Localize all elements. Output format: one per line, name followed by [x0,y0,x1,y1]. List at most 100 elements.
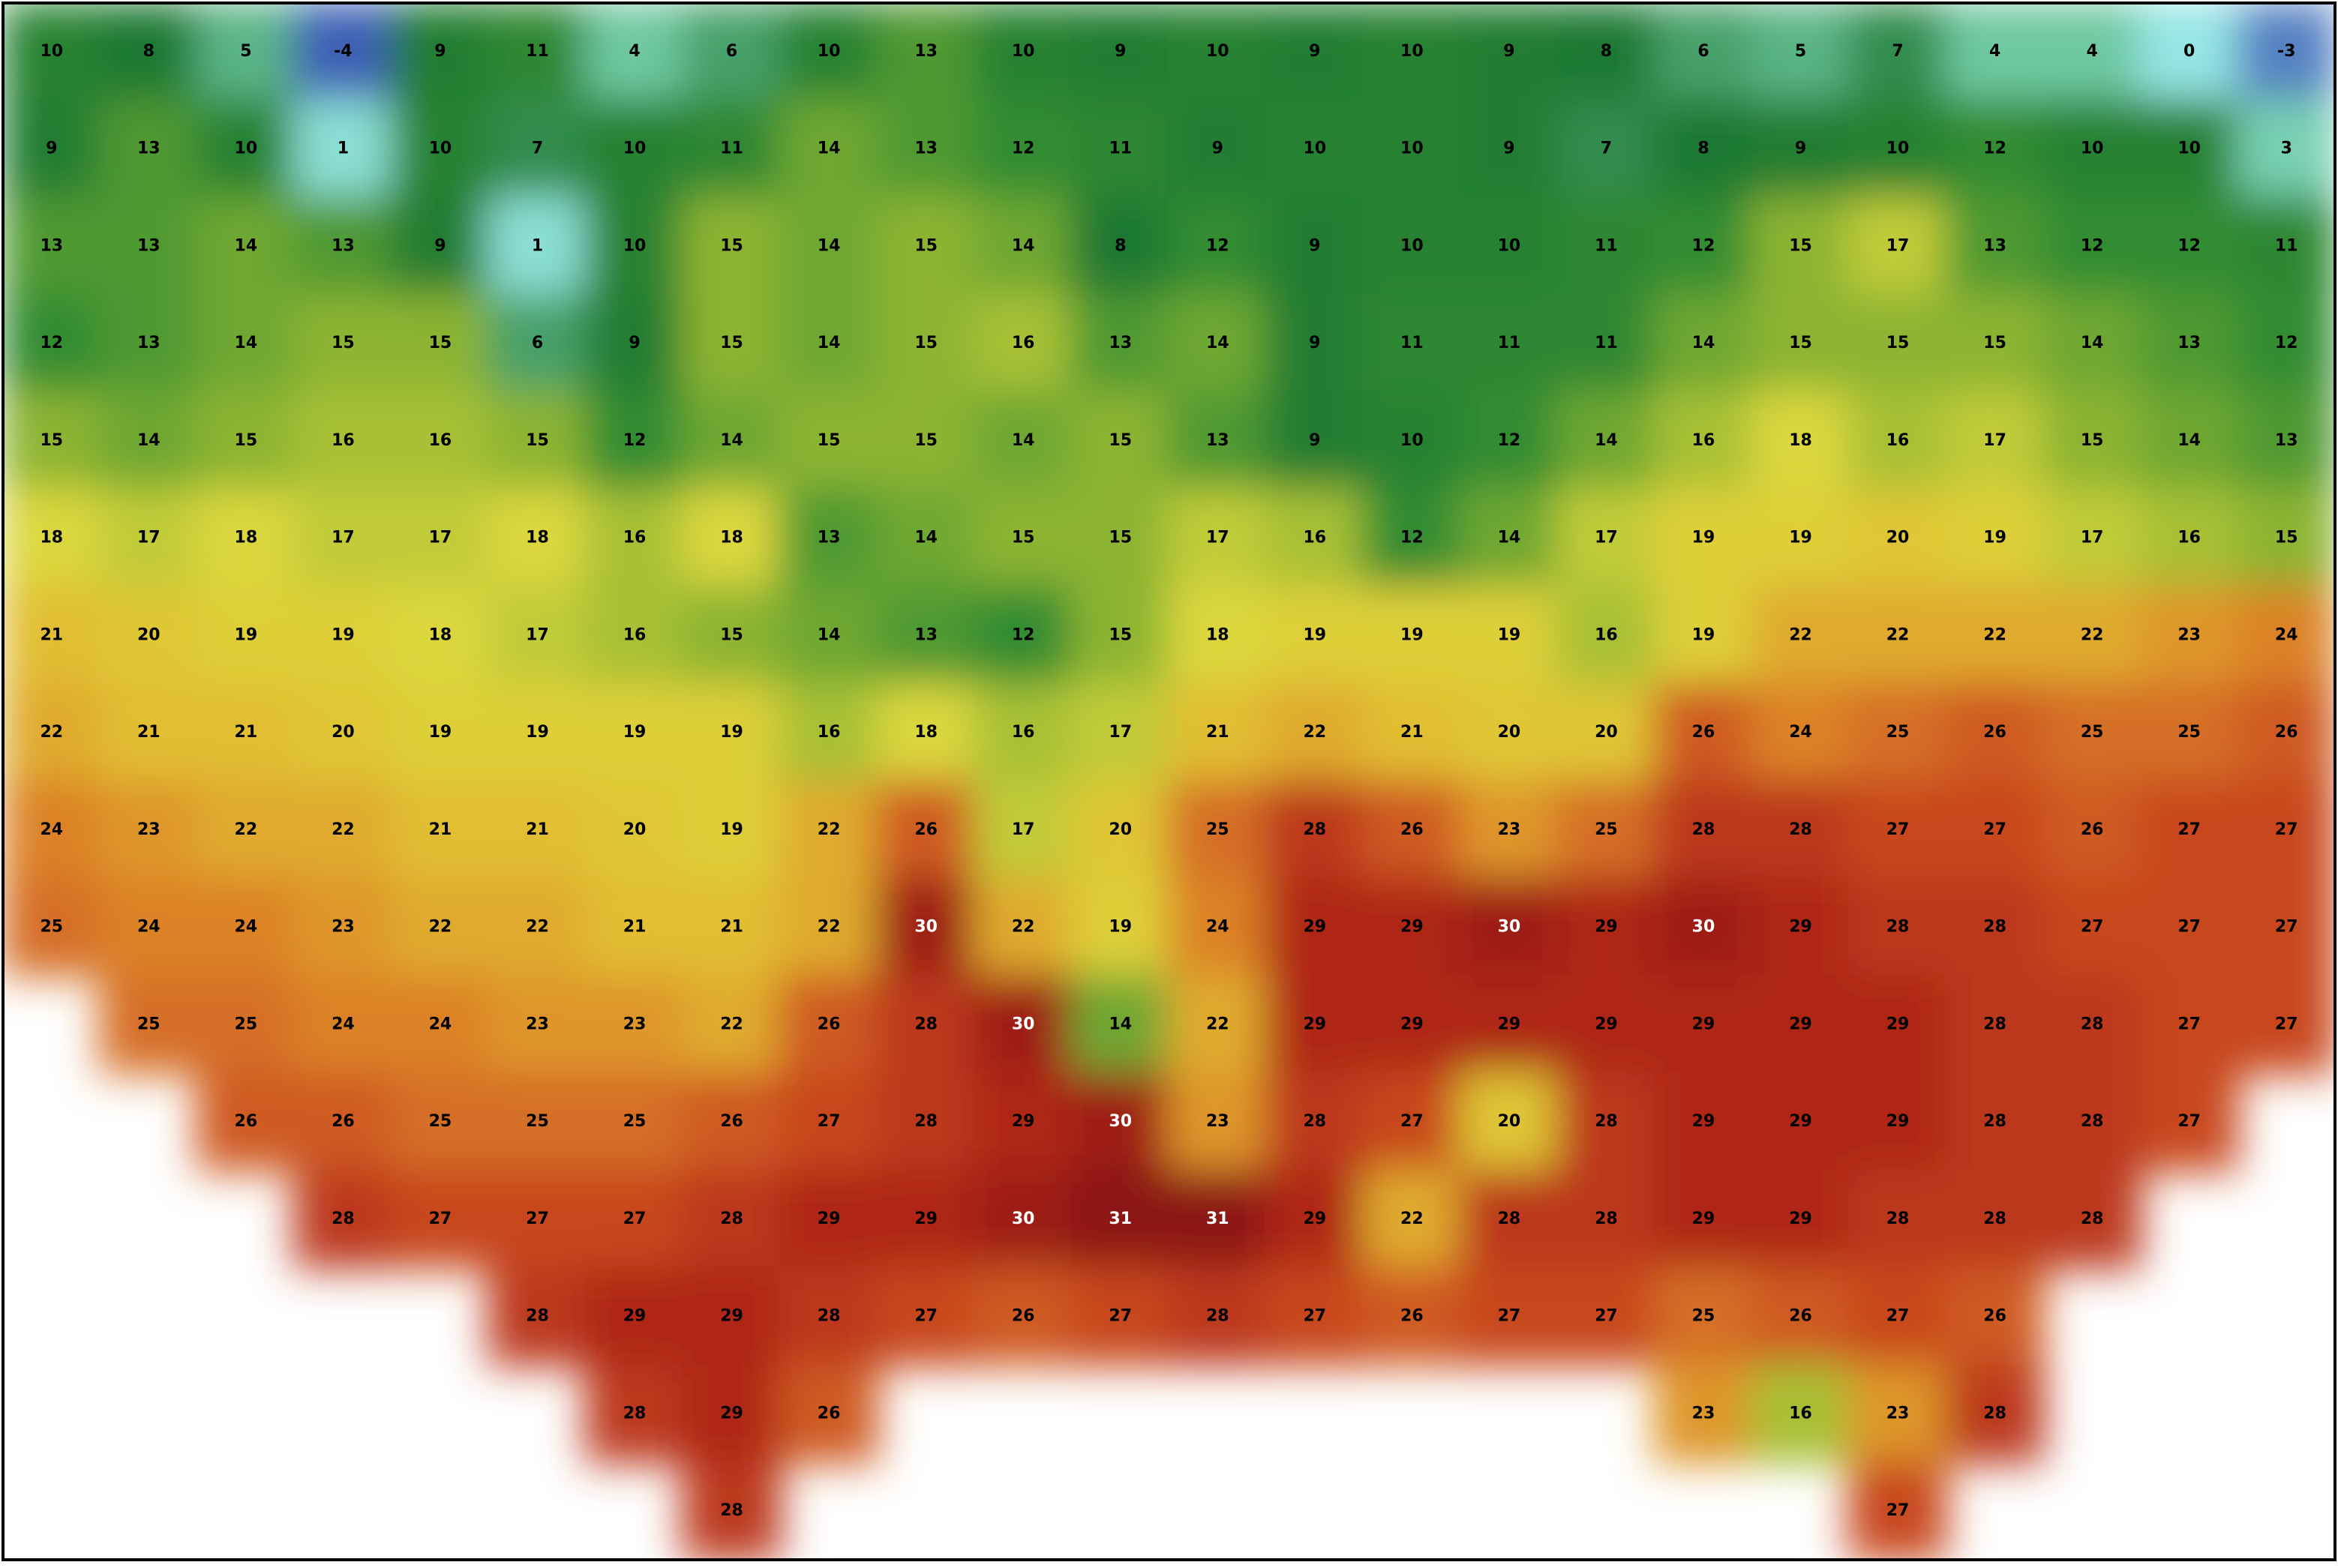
temperature-label: 19 [1692,625,1715,644]
temperature-cell [1459,293,1559,394]
temperature-cell [681,1072,782,1172]
temperature-label: 19 [332,625,355,644]
temperature-label: 28 [914,1112,938,1131]
temperature-label: 6 [532,334,543,352]
temperature-cell [1070,682,1171,783]
temperature-cell [779,1169,879,1270]
temperature-label: 17 [1595,529,1618,547]
temperature-label: 28 [1983,918,2006,937]
temperature-label: 29 [818,1210,841,1228]
temperature-label: 19 [526,723,549,742]
temperature-label: 29 [1789,918,1812,937]
temperature-cell [1556,293,1657,394]
temperature-label: 1 [338,139,349,158]
temperature-cell [779,1363,879,1465]
temperature-cell [681,3,782,102]
temperature-cell [973,98,1073,199]
temperature-label: 19 [429,723,452,742]
temperature-label: 4 [1989,42,2000,61]
temperature-label: 21 [1400,723,1424,742]
temperature-label: 3 [2281,139,2292,158]
temperature-label: 19 [1983,529,2006,547]
temperature-cell [1265,780,1365,880]
temperature-cell [293,98,394,199]
temperature-label: 22 [40,723,63,742]
temperature-cell [487,196,588,297]
temperature-label: 28 [2081,1015,2104,1033]
temperature-label: 23 [1206,1112,1229,1131]
temperature-label: 29 [1789,1112,1812,1131]
temperature-label: 17 [1886,236,1910,255]
temperature-label: 8 [1697,139,1709,158]
temperature-label: 11 [1595,334,1618,352]
temperature-label: 23 [2177,625,2201,644]
temperature-cell [2138,780,2240,880]
temperature-label: 14 [720,431,743,450]
temperature-cell [1265,682,1365,783]
temperature-label: 23 [526,1015,549,1033]
temperature-cell [1750,98,1851,199]
temperature-cell [2042,1169,2142,1270]
temperature-label: 12 [1983,139,2006,158]
temperature-label: 9 [434,236,446,255]
temperature-cell [390,391,491,491]
temperature-cell [196,1072,296,1172]
temperature-label: 19 [1498,625,1521,644]
temperature-cell [1265,293,1365,394]
temperature-label: 29 [1498,1015,1521,1033]
temperature-label: 10 [623,236,647,255]
temperature-label: 29 [1886,1112,1910,1131]
temperature-label: 26 [720,1112,743,1131]
temperature-cell [2138,98,2240,199]
temperature-label: 15 [1983,334,2006,352]
temperature-label: 28 [2081,1112,2104,1131]
temperature-cell [487,682,588,783]
temperature-cell [3,98,102,199]
temperature-label: 12 [623,431,647,450]
temperature-label: 24 [429,1015,452,1033]
temperature-cell [2042,196,2142,297]
temperature-label: 12 [1012,139,1035,158]
temperature-cell [293,974,394,1075]
temperature-label: 18 [40,529,63,547]
temperature-cell [1750,391,1851,491]
temperature-label: 28 [1789,820,1812,839]
temperature-label: 16 [429,431,452,450]
temperature-label: 26 [235,1112,258,1131]
temperature-label: 15 [1012,529,1035,547]
temperature-label: 23 [623,1015,647,1033]
temperature-label: 9 [1309,431,1320,450]
temperature-cell [196,3,296,102]
temperature-cell [875,780,977,880]
temperature-label: 4 [2086,42,2097,61]
temperature-label: 12 [40,334,63,352]
temperature-label: 26 [818,1015,841,1033]
temperature-label: 16 [818,723,841,742]
temperature-label: 26 [1400,1307,1424,1326]
temperature-cell [779,391,879,491]
temperature-label: 28 [1886,1210,1910,1228]
temperature-cell [293,1169,394,1270]
temperature-cell [1556,196,1657,297]
temperature-label: 15 [1886,334,1910,352]
temperature-label: 28 [1206,1307,1229,1326]
temperature-cell [196,293,296,394]
temperature-cell [1653,391,1754,491]
temperature-cell [293,487,394,589]
temperature-cell [584,585,685,686]
temperature-label: 17 [2081,529,2104,547]
temperature-label: 7 [1601,139,1612,158]
temperature-cell [2236,293,2335,394]
temperature-cell [3,391,102,491]
temperature-cell [1944,1169,2045,1270]
temperature-cell [1653,1363,1754,1465]
temperature-cell [584,1363,685,1465]
temperature-cell [1847,3,1948,102]
temperature-cell [3,585,102,686]
temperature-label: 15 [720,236,743,255]
temperature-label: 24 [1206,918,1229,937]
temperature-cell [973,585,1073,686]
temperature-cell [487,391,588,491]
temperature-cell [196,974,296,1075]
